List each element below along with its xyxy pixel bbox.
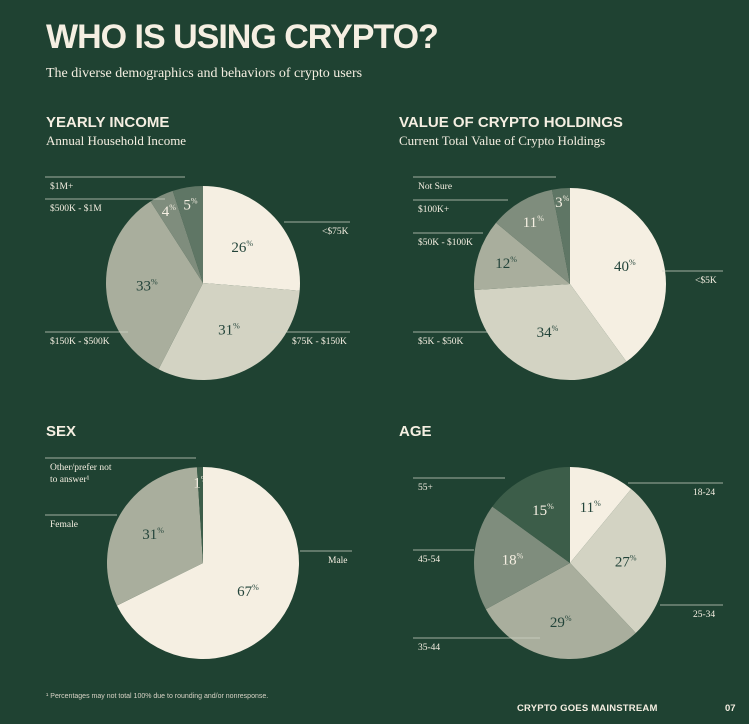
age-slice-2 [485,563,636,660]
holdings-slice-2 [474,222,570,291]
income-slice-0 [203,186,300,291]
sex-value-suffix-1: % [157,526,164,535]
income-slice-2 [105,201,203,370]
holdings-category-label-4: Not Sure [418,182,452,192]
age-slice-1 [570,489,667,633]
age-chart-title: AGE [399,423,432,440]
income-category-label-1: $75K - $150K [292,336,347,347]
footnote: ¹ Percentages may not total 100% due to … [46,693,269,700]
income-value-suffix-2: % [151,278,158,287]
age-slice-4 [492,467,570,563]
income-value-suffix-4: % [191,197,198,206]
age-category-label-1: 25-34 [693,610,715,620]
sex-slice-2 [196,466,203,563]
holdings-category-label-3: $100K+ [418,204,449,215]
holdings-value-suffix-2: % [510,255,517,264]
holdings-pie: 40%34%12%11%3%<$5K$5K - $50K$50K - $100K… [413,176,723,381]
income-category-label-2: $150K - $500K [50,336,110,347]
publication-brand: CRYPTO GOES MAINSTREAM [517,703,658,714]
page-title: WHO IS USING CRYPTO? [46,18,439,56]
holdings-chart-title: VALUE OF CRYPTO HOLDINGS [399,114,623,131]
age-slice-0 [570,467,632,563]
sex-slice-1 [106,467,203,606]
page-subtitle: The diverse demographics and behaviors o… [46,66,363,81]
income-category-label-4: $1M+ [50,181,73,192]
income-chart-subtitle: Annual Household Income [46,133,187,148]
holdings-slice-4 [552,188,570,284]
holdings-slice-0 [570,188,667,362]
page-number: 07 [725,703,736,714]
income-slice-4 [172,186,203,283]
holdings-value-suffix-4: % [563,194,570,203]
income-chart-title: YEARLY INCOME [46,114,170,131]
age-value-suffix-4: % [547,502,554,511]
income-slice-3 [150,190,203,283]
age-value-suffix-3: % [517,551,524,560]
sex-value-suffix-2: % [201,474,208,483]
income-category-label-0: <$75K [322,226,349,237]
age-category-label-3: 45-54 [418,555,440,565]
age-value-suffix-2: % [565,614,572,623]
age-slice-3 [473,506,570,610]
sex-chart-title: SEX [46,423,77,440]
income-category-label-3: $500K - $1M [50,203,102,214]
sex-value-suffix-0: % [252,583,259,592]
age-value-suffix-0: % [594,499,601,508]
holdings-chart-subtitle: Current Total Value of Crypto Holdings [399,133,606,148]
holdings-category-label-2: $50K - $100K [418,237,473,248]
holdings-value-suffix-0: % [629,258,636,267]
income-value-suffix-1: % [233,322,240,331]
sex-category-label-1: Female [50,520,78,530]
income-value-suffix-3: % [169,203,176,212]
holdings-value-suffix-3: % [537,214,544,223]
holdings-slice-3 [496,189,570,284]
age-category-label-2: 35-44 [418,643,440,653]
age-value-suffix-1: % [630,553,637,562]
holdings-category-label-1: $5K - $50K [418,336,464,347]
sex-category-label-line-1: to answer¹ [50,475,90,485]
sex-category-label-0: Male [328,556,348,566]
income-slice-1 [158,283,300,381]
sex-slice-0 [116,467,299,659]
sex-category-label-2: Other/prefer not to answer¹ [50,462,112,485]
sex-category-label-line-0: Other/prefer not [50,462,112,473]
holdings-slice-1 [474,284,627,381]
holdings-value-suffix-1: % [552,324,559,333]
age-category-label-4: 55+ [418,483,433,493]
age-category-label-0: 18-24 [693,488,715,498]
holdings-category-label-0: <$5K [695,275,717,286]
income-pie: 26%31%33%4% 5%<$75K$75K - $150K$150K - $5… [45,176,350,381]
income-value-suffix-0: % [246,239,253,248]
